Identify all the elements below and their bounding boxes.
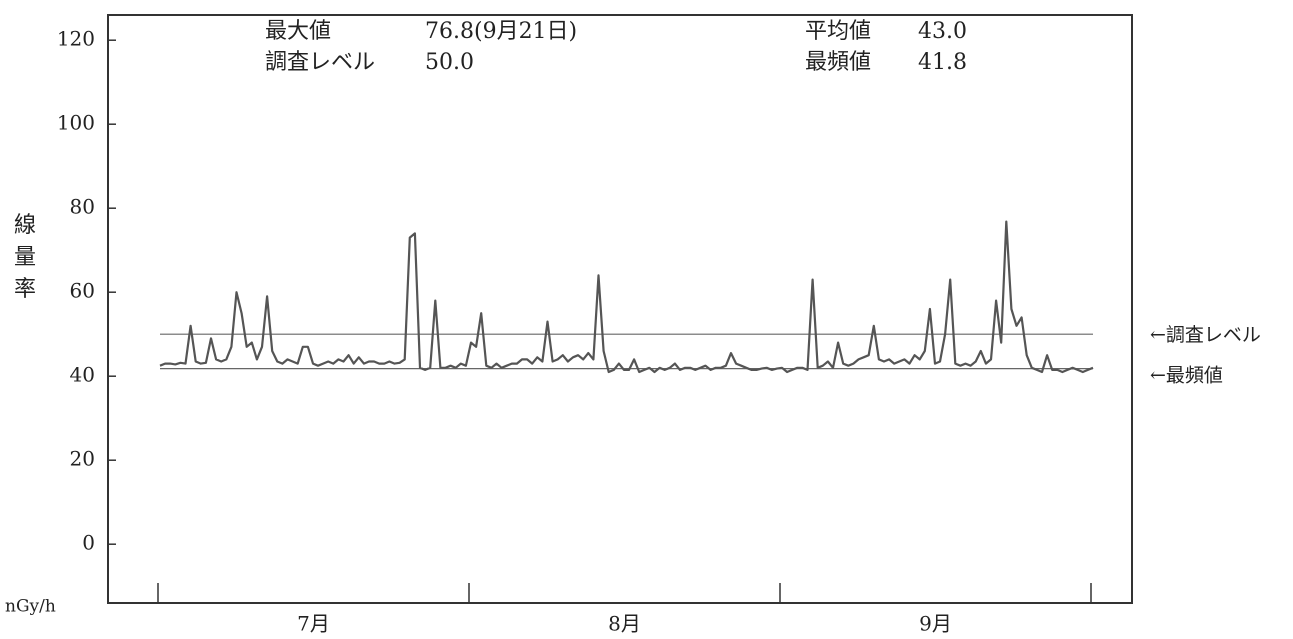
y-tick-label: 120 (57, 27, 95, 51)
y-tick-label: 60 (70, 279, 95, 303)
reference-label: ←最頻値 (1150, 365, 1223, 387)
y-tick-label: 100 (57, 111, 95, 135)
y-tick-label: 0 (82, 531, 95, 555)
reference-label: ←調査レベル (1150, 324, 1261, 346)
stat-name: 最大値 (265, 19, 331, 44)
y-tick-label: 40 (70, 363, 95, 387)
stat-name: 調査レベル (265, 50, 375, 75)
y-tick-label: 80 (70, 195, 95, 219)
unit-label: nGy/h (5, 597, 56, 617)
stat-value: 43.0 (918, 19, 967, 44)
plot-frame (107, 14, 1133, 604)
data-line (159, 220, 1094, 374)
stat-value: 41.8 (918, 50, 967, 75)
x-tick-label: 8月 (608, 612, 641, 636)
stat-name: 平均値 (805, 19, 871, 44)
x-tick-label: 7月 (297, 612, 330, 636)
stat-value: 76.8(9月21日) (425, 19, 577, 44)
x-tick-label: 9月 (919, 612, 952, 636)
y-tick-label: 20 (70, 447, 95, 471)
stat-value: 50.0 (425, 50, 474, 75)
stat-name: 最頻値 (805, 50, 871, 75)
y-axis-label: 線量率 (14, 213, 36, 302)
